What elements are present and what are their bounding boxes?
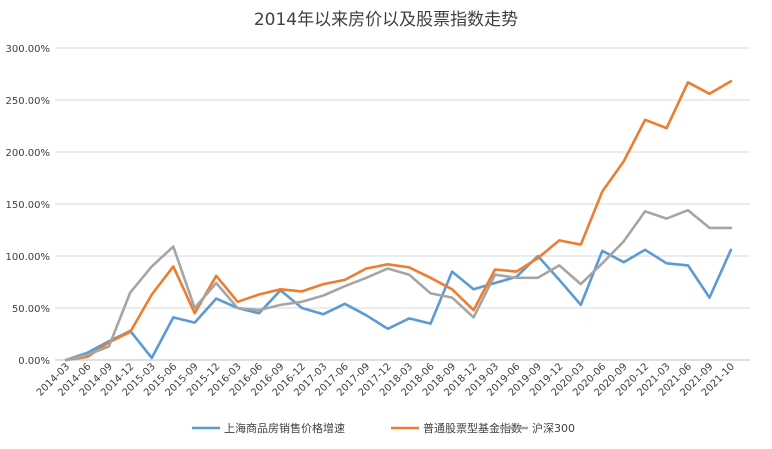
series-line: [64, 80, 733, 362]
legend-label: 普通股票型基金指数: [423, 421, 522, 435]
y-axis-ticks: 0.00% 50.00% 100.00% 150.00% 200.00% 250.00% 3…: [6, 44, 51, 367]
gridlines: [55, 47, 750, 361]
series-line: [64, 208, 733, 362]
legend-label: 沪深300: [532, 421, 575, 435]
series-line: [64, 248, 733, 362]
legend: 上海商品房销售价格增速 普通股票型基金指数 沪深300: [192, 421, 575, 435]
series-lines: [64, 80, 733, 362]
y-tick-label: 300.00%: [6, 44, 51, 55]
y-tick-label: 100.00%: [6, 252, 51, 263]
y-tick-label: 0.00%: [18, 356, 50, 367]
y-tick-label: 50.00%: [12, 304, 50, 315]
y-tick-label: 150.00%: [6, 200, 51, 211]
x-axis-ticks: 2014-032014-062014-092014-122015-032015-…: [35, 361, 737, 398]
chart-title: 2014年以来房价以及股票指数走势: [254, 10, 518, 30]
legend-label: 上海商品房销售价格增速: [224, 421, 345, 435]
y-tick-label: 200.00%: [6, 148, 51, 159]
y-tick-label: 250.00%: [6, 96, 51, 107]
